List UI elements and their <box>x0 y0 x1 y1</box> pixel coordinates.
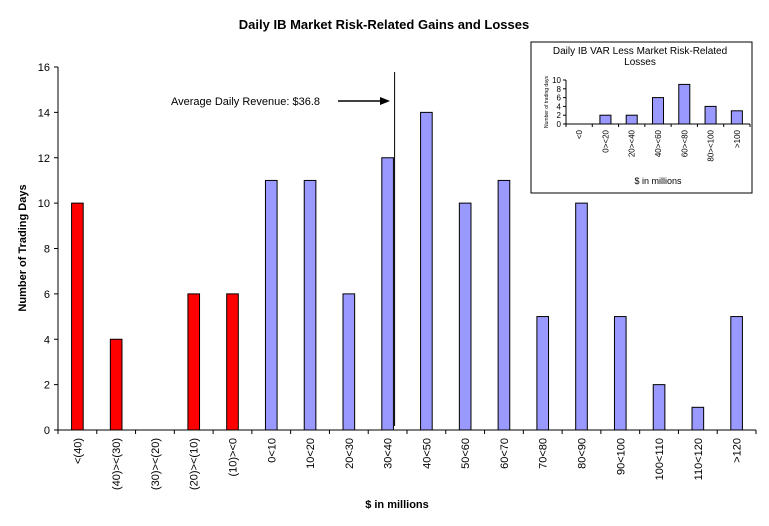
y-tick-label: 16 <box>38 62 50 74</box>
inset-bars <box>599 83 743 125</box>
bar <box>187 293 201 431</box>
bar <box>497 179 511 431</box>
bar <box>109 338 123 431</box>
x-tick-label: 60<70 <box>499 438 511 469</box>
inset-bar <box>704 105 717 125</box>
inset-y-tick-label: 2 <box>557 111 562 120</box>
bar <box>342 293 356 431</box>
inset-x-axis-title: $ in millions <box>634 176 682 186</box>
inset-title-line-2: Losses <box>624 57 656 68</box>
inset-bar <box>651 97 665 125</box>
inset-bar <box>625 114 638 125</box>
annotation-arrowhead <box>380 97 390 105</box>
y-axis-ticks: 0 2 4 6 8 10 12 14 16 <box>38 62 58 437</box>
x-tick-label: 110<120 <box>693 438 705 480</box>
bar <box>536 316 550 431</box>
x-tick-label: 20<30 <box>344 438 356 469</box>
x-tick-label: >120 <box>732 438 744 463</box>
y-tick-label: 6 <box>44 289 50 301</box>
x-tick-label: 70<80 <box>538 438 550 469</box>
inset-y-tick-label: 6 <box>557 94 562 103</box>
y-tick-label: 8 <box>44 244 50 256</box>
bar <box>303 179 317 431</box>
inset-bar <box>730 110 743 125</box>
x-tick-label: (30)><(20) <box>150 438 162 490</box>
x-tick-label: 30<40 <box>383 438 395 469</box>
x-axis-title: $ in millions <box>365 499 429 511</box>
x-tick-label: <(40) <box>72 438 84 464</box>
inset-bar <box>599 114 612 125</box>
y-axis-title: Number of Trading Days <box>17 184 29 311</box>
inset-x-tick-label: >100 <box>733 129 742 148</box>
inset-y-tick-label: 10 <box>552 76 561 85</box>
inset-x-tick-label: 20><40 <box>628 129 637 157</box>
bar <box>691 406 705 431</box>
y-tick-label: 14 <box>38 107 50 119</box>
bar <box>730 316 743 431</box>
x-tick-label: 10<20 <box>305 438 317 469</box>
bar <box>458 202 472 431</box>
bar <box>71 202 84 431</box>
bar <box>264 179 278 431</box>
inset-x-axis-ticks: <0 0><20 20><40 40><60 60><80 80><100 >100 <box>565 124 751 162</box>
bar <box>652 384 666 431</box>
inset-x-tick-label: 80><100 <box>707 129 716 161</box>
x-tick-label: 0<10 <box>266 438 278 463</box>
inset-x-tick-label: 0><20 <box>601 129 610 152</box>
inset-y-tick-label: 4 <box>557 102 562 111</box>
inset-y-tick-label: 0 <box>557 120 562 129</box>
average-revenue-label: Average Daily Revenue: $36.8 <box>171 96 320 108</box>
y-tick-label: 4 <box>44 334 50 346</box>
x-tick-label: (40)><(30) <box>111 438 123 490</box>
x-tick-label: 90<100 <box>615 438 627 475</box>
inset-x-tick-label: 40><60 <box>654 129 663 157</box>
x-tick-label: (20)><(10) <box>189 438 201 490</box>
bar <box>420 111 433 431</box>
x-tick-label: (10)><0 <box>228 438 240 477</box>
inset-y-axis-title: Number of trading days <box>544 76 550 128</box>
y-tick-label: 10 <box>38 198 50 210</box>
inset-title: Daily IB VAR Less Market Risk-Related <box>553 46 727 57</box>
y-tick-label: 2 <box>44 380 50 392</box>
bar <box>381 157 394 431</box>
y-tick-label: 0 <box>44 425 50 437</box>
inset-y-tick-label: 8 <box>557 85 562 94</box>
bar <box>613 316 627 431</box>
bar <box>575 202 588 431</box>
x-tick-label: 40<50 <box>421 438 433 469</box>
x-axis-ticks: <(40) (40)><(30) (30)><(20) (20)><(10) (10)>… <box>57 430 757 490</box>
inset-bar <box>678 83 691 125</box>
bar <box>226 293 239 431</box>
y-tick-label: 12 <box>38 153 50 165</box>
x-tick-label: 80<90 <box>577 438 589 469</box>
inset-x-tick-label: 60><80 <box>680 129 689 157</box>
x-tick-label: 100<110 <box>654 438 666 480</box>
x-tick-label: 50<60 <box>460 438 472 469</box>
bars <box>71 111 743 431</box>
chart-title: Daily IB Market Risk-Related Gains and L… <box>239 17 529 32</box>
inset-x-tick-label: <0 <box>575 129 584 139</box>
